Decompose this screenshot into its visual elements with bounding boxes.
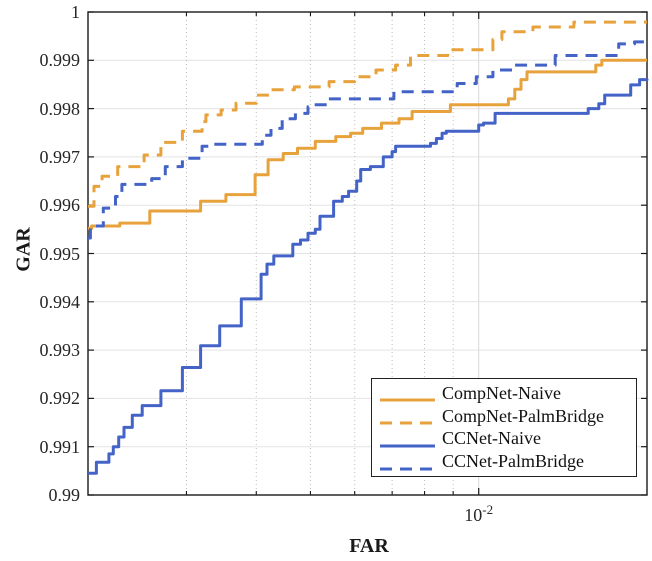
legend-label: CCNet-PalmBridge [442, 451, 584, 472]
series-line-ccnet-naive [88, 78, 649, 475]
legend-item: CompNet-Naive [380, 382, 636, 404]
y-tick-label: 0.994 [39, 291, 81, 312]
legend-label: CompNet-Naive [442, 382, 561, 403]
series-line-ccnet-palmbridge [88, 40, 647, 240]
legend: CompNet-Naive CompNet-PalmBridge CCNet-N… [371, 378, 637, 477]
legend-line-sample-dashed-orange [380, 413, 435, 425]
legend-label: CompNet-PalmBridge [442, 405, 604, 426]
legend-line-sample-solid-blue [380, 436, 435, 448]
x-tick-base: 10 [464, 505, 483, 525]
y-tick-label: 0.998 [39, 98, 81, 119]
legend-item: CompNet-PalmBridge [380, 405, 636, 427]
x-tick-exponent: -2 [482, 502, 494, 517]
series-line-compnet-palmbridge [88, 20, 647, 208]
legend-label: CCNet-Naive [442, 428, 541, 449]
y-axis-title: GAR [12, 227, 35, 272]
legend-line-sample-dashed-blue [380, 459, 435, 471]
legend-item: CCNet-Naive [380, 428, 636, 450]
y-tick-label: 0.99 [48, 485, 81, 505]
y-tick-label: 0.999 [39, 50, 81, 71]
series-line-compnet-naive [88, 58, 647, 230]
y-tick-label: 0.997 [39, 146, 81, 167]
x-tick-label: 10-2 [444, 502, 514, 526]
y-tick-label: 0.993 [39, 340, 81, 361]
legend-line-sample-solid-orange [380, 390, 435, 402]
y-tick-label: 1 [71, 2, 80, 22]
y-tick-label: 0.991 [39, 436, 81, 457]
x-axis-title: FAR [349, 535, 389, 557]
y-tick-label: 0.992 [39, 388, 81, 409]
legend-item: CCNet-PalmBridge [380, 451, 636, 473]
y-tick-label: 0.996 [39, 195, 81, 216]
y-tick-label: 0.995 [39, 243, 81, 264]
